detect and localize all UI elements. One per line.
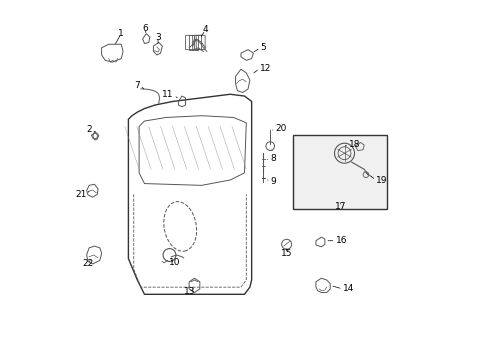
Text: 7: 7 (134, 81, 140, 90)
Bar (185, 35, 194, 50)
Text: 13: 13 (184, 287, 196, 296)
Bar (196, 35, 205, 50)
Text: 20: 20 (274, 124, 285, 133)
Text: 1: 1 (118, 29, 124, 38)
Text: 8: 8 (270, 154, 275, 163)
Text: 9: 9 (270, 177, 275, 186)
Text: 14: 14 (342, 284, 353, 293)
Text: 5: 5 (260, 43, 266, 52)
Text: 21: 21 (75, 190, 86, 199)
Text: 16: 16 (335, 236, 346, 245)
Bar (192, 35, 201, 50)
Text: 4: 4 (202, 26, 207, 35)
Text: 2: 2 (86, 126, 91, 135)
Text: 19: 19 (375, 176, 386, 185)
Text: 17: 17 (334, 202, 346, 211)
Text: 22: 22 (82, 260, 94, 269)
Text: 18: 18 (348, 140, 360, 149)
Text: 10: 10 (169, 258, 180, 267)
Bar (292, 135, 386, 208)
Bar (189, 35, 198, 50)
Text: 6: 6 (142, 24, 148, 33)
Text: 12: 12 (259, 64, 270, 73)
Text: 3: 3 (155, 33, 161, 42)
Text: 11: 11 (162, 90, 173, 99)
Text: 15: 15 (280, 249, 292, 258)
